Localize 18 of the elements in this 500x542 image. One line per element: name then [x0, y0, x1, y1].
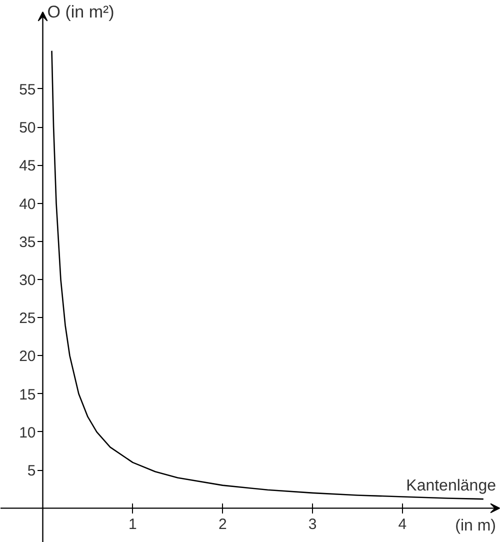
y-tick-label: 30: [19, 272, 36, 290]
y-axis-title: O (in m²): [47, 2, 114, 22]
y-tick-label: 45: [19, 158, 36, 175]
x-tick-label: 2: [218, 516, 227, 534]
y-tick-label: 55: [19, 81, 36, 98]
annotation: (in m): [455, 517, 496, 534]
x-tick-label: 1: [128, 516, 137, 534]
x-tick-label: 3: [308, 516, 317, 534]
y-tick-label: 35: [19, 234, 36, 251]
x-axis-title: Kantenlänge: [406, 477, 496, 494]
y-tick-label: 10: [19, 424, 36, 442]
y-tick-label: 25: [19, 310, 36, 328]
y-tick-label: 15: [19, 386, 36, 404]
y-tick-label: 50: [19, 120, 36, 137]
y-tick-label: 20: [19, 348, 36, 366]
x-tick-label: 4: [398, 516, 407, 534]
y-tick-label: 5: [27, 462, 36, 480]
y-tick-label: 40: [19, 196, 36, 213]
